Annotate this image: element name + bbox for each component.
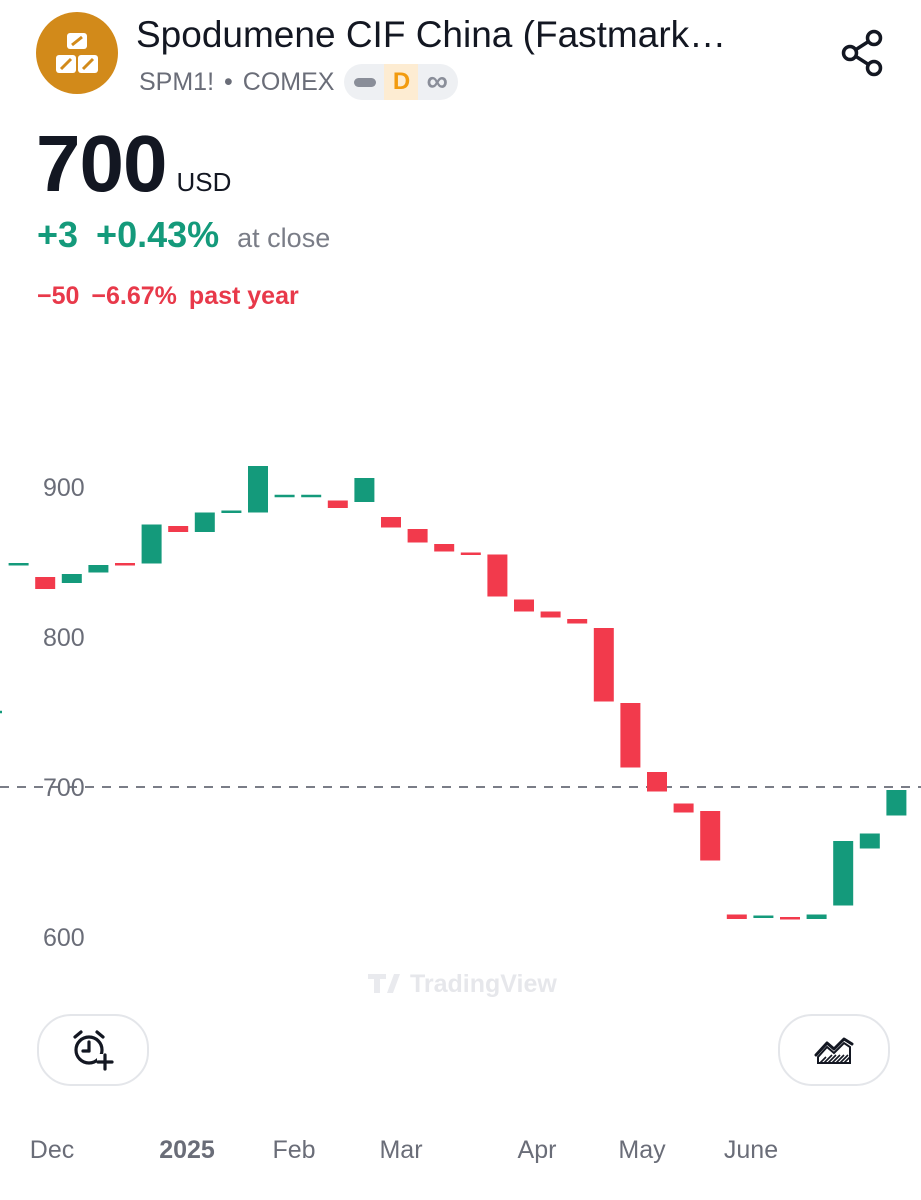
y-tick-label: 900 [43,474,85,502]
instrument-subtitle: SPM1! • COMEX D ∞ [139,64,458,100]
candle [221,510,242,513]
candle [434,544,455,552]
chart-type-button[interactable] [778,1014,890,1086]
alarm-clock-plus-icon [73,1030,114,1071]
area-chart-icon [814,1037,854,1064]
candle [620,703,641,768]
year-change-note: past year [188,282,299,310]
candle [274,494,295,498]
price-currency: USD [176,167,232,197]
change-percent: +0.43% [96,214,220,255]
candle [407,529,428,543]
candle [514,599,534,612]
candle [248,466,268,513]
y-tick-label: 600 [43,924,85,952]
candle [141,524,162,564]
x-tick-label: Feb [272,1136,316,1164]
last-price: 700 [36,119,167,208]
price-chart[interactable]: TradingView 900 800 700 600 [0,440,921,1000]
candle [115,563,135,566]
candle [35,577,56,589]
candle [88,565,109,573]
gold-bars-icon [56,33,98,73]
market-closed-icon [354,77,377,87]
candle [886,790,907,816]
session-note: at close [237,223,331,253]
daily-change: +3 +0.43% at close [37,214,330,256]
yearly-change: −50 −6.67% past year [37,282,299,311]
candle [8,563,29,566]
y-tick-label: 800 [43,624,85,652]
symbol-code: SPM1! [139,67,215,96]
candle [780,917,800,920]
candle [327,500,348,508]
candle [540,611,561,618]
x-tick-label: Mar [379,1136,423,1164]
x-tick-label: Apr [517,1136,557,1164]
y-axis: 900 800 700 600 [43,474,85,952]
candle [0,710,2,714]
year-change-value: −50 [37,282,80,310]
candle [567,619,588,624]
candle [700,811,721,861]
candle [726,914,747,919]
symbol-logo [36,12,118,94]
candle [61,574,82,583]
candle [673,803,694,813]
x-tick-label: June [723,1136,779,1164]
x-tick-label: Dec [29,1136,75,1164]
watermark-text: TradingView [410,970,557,998]
share-icon [841,29,883,77]
candle [647,772,667,792]
tradingview-watermark: TradingView [368,970,557,998]
candle [833,841,854,906]
share-button[interactable] [836,26,890,80]
year-change-percent: −6.67% [91,282,177,310]
x-axis: Dec 2025 Feb Mar Apr May June [0,1132,921,1172]
x-tick-label: 2025 [159,1136,215,1164]
candle [194,512,215,532]
candle [168,526,189,532]
candle [460,552,481,555]
change-value: +3 [37,214,79,255]
exchange-name: COMEX [242,67,335,96]
candle [487,554,508,597]
candle [381,517,401,528]
candle [301,494,322,498]
candle [354,478,375,502]
candle [806,914,827,919]
candles [0,466,907,920]
add-alert-button[interactable] [37,1014,149,1086]
candle [593,628,614,702]
candle [753,915,774,918]
x-tick-label: May [618,1136,666,1164]
price-block: 700 USD [36,118,231,210]
candle [859,833,880,849]
y-tick-label: 700 [43,774,85,802]
separator-dot: • [224,67,233,96]
continuous-contract-icon: ∞ [426,65,448,98]
instrument-title: Spodumene CIF China (Fastmark… [136,14,727,55]
session-status-pill[interactable]: D ∞ [344,64,458,100]
delayed-badge: D [384,64,419,100]
